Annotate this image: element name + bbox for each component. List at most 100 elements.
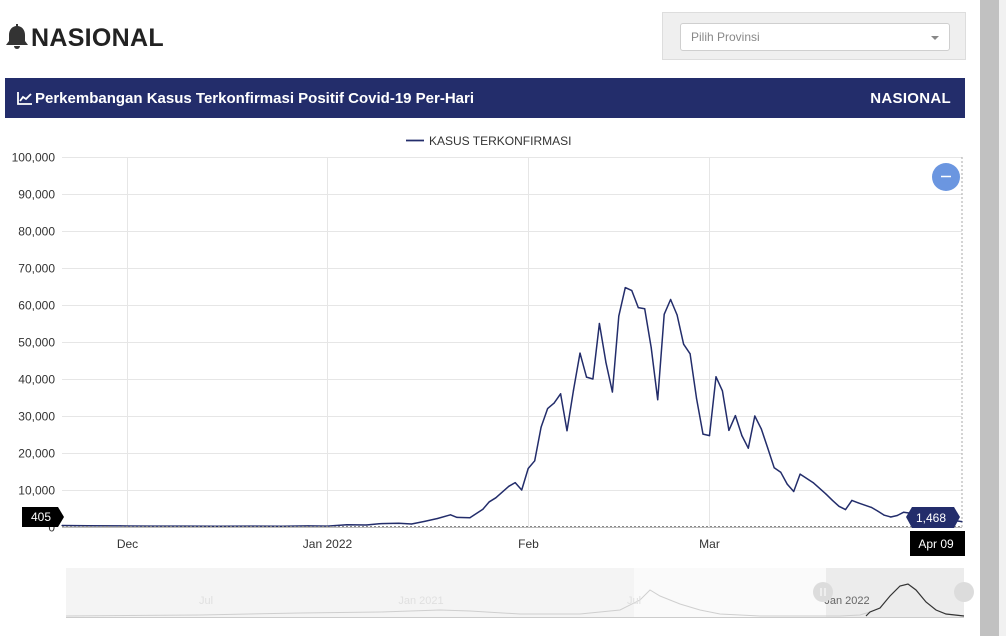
data-point[interactable] — [411, 523, 413, 525]
scrollbar-thumb[interactable] — [980, 0, 999, 636]
page-header: NASIONAL — [4, 22, 164, 54]
data-point[interactable] — [216, 525, 218, 527]
data-point[interactable] — [436, 517, 439, 520]
data-point[interactable] — [424, 520, 426, 522]
data-point[interactable] — [780, 471, 782, 473]
zoom-reset-button[interactable] — [932, 163, 960, 191]
data-point[interactable] — [650, 347, 652, 349]
navigator-handle-left[interactable] — [813, 582, 833, 602]
data-point[interactable] — [676, 314, 678, 316]
data-point[interactable] — [799, 473, 801, 475]
data-point[interactable] — [598, 322, 601, 325]
data-point[interactable] — [747, 447, 749, 449]
data-point[interactable] — [540, 426, 542, 428]
data-point[interactable] — [456, 516, 458, 518]
crosshair: 405 1,468 Apr 09 — [22, 507, 965, 556]
data-point[interactable] — [514, 482, 516, 484]
province-filter-panel: Pilih Provinsi — [662, 12, 966, 60]
data-point[interactable] — [786, 483, 788, 485]
data-point[interactable] — [553, 402, 555, 404]
data-point[interactable] — [870, 506, 873, 508]
data-point[interactable] — [184, 525, 186, 527]
data-point[interactable] — [618, 315, 620, 317]
data-point[interactable] — [631, 290, 633, 292]
chart-panel-title-text: Perkembangan Kasus Terkonfirmasi Positif… — [35, 89, 475, 107]
data-point[interactable] — [644, 308, 646, 310]
data-point[interactable] — [579, 352, 581, 354]
data-point[interactable] — [767, 447, 769, 449]
data-point[interactable] — [605, 361, 607, 363]
data-point[interactable] — [825, 493, 827, 495]
data-point[interactable] — [592, 378, 594, 380]
data-point[interactable] — [851, 499, 853, 501]
data-point[interactable] — [521, 489, 523, 491]
data-point[interactable] — [398, 522, 400, 524]
data-point[interactable] — [793, 490, 795, 493]
data-point[interactable] — [508, 485, 510, 487]
data-point[interactable] — [896, 514, 898, 517]
data-point[interactable] — [890, 516, 892, 518]
range-navigator[interactable]: Jul Jan 2021 Jul Jan 2022 — [65, 568, 974, 618]
crosshair-x-label — [910, 531, 965, 556]
data-point[interactable] — [734, 415, 737, 417]
navigator-label: Jul — [199, 595, 213, 607]
province-select[interactable]: Pilih Provinsi — [680, 23, 950, 51]
y-tick-label: 90,000 — [18, 188, 55, 202]
data-point[interactable] — [844, 509, 847, 511]
data-point[interactable] — [482, 508, 484, 510]
data-point[interactable] — [715, 376, 717, 378]
data-point[interactable] — [702, 433, 704, 435]
data-point[interactable] — [566, 430, 568, 432]
data-point[interactable] — [838, 505, 840, 507]
data-point[interactable] — [527, 467, 529, 470]
data-point[interactable] — [760, 428, 762, 430]
data-point[interactable] — [903, 511, 905, 513]
data-point[interactable] — [689, 353, 691, 355]
data-point[interactable] — [657, 399, 659, 401]
data-point[interactable] — [534, 460, 536, 462]
data-point[interactable] — [683, 343, 685, 345]
legend-label: KASUS TERKONFIRMASI — [429, 134, 571, 148]
y-tick-label: 20,000 — [18, 447, 55, 461]
data-point[interactable] — [572, 389, 575, 391]
data-point[interactable] — [365, 524, 367, 526]
data-point[interactable] — [547, 408, 549, 410]
chart-legend[interactable]: KASUS TERKONFIRMASI — [406, 134, 571, 148]
data-point[interactable] — [728, 429, 730, 431]
data-point[interactable] — [877, 510, 879, 512]
data-point[interactable] — [152, 525, 154, 527]
data-point[interactable] — [624, 287, 626, 289]
navigator-selection[interactable] — [826, 568, 964, 618]
data-point[interactable] — [346, 524, 348, 526]
data-point[interactable] — [61, 524, 63, 527]
data-point[interactable] — [449, 514, 452, 516]
data-point[interactable] — [495, 497, 497, 499]
x-axis: Dec Jan 2022 Feb Mar — [62, 527, 962, 551]
data-point[interactable] — [812, 482, 814, 484]
x-tick-label: Jan 2022 — [303, 537, 353, 551]
page-scrollbar[interactable] — [980, 0, 1006, 636]
data-point[interactable] — [611, 391, 614, 393]
data-point[interactable] — [488, 501, 490, 503]
data-point[interactable] — [378, 523, 380, 525]
data-point[interactable] — [961, 521, 963, 523]
data-point[interactable] — [695, 397, 698, 399]
data-point[interactable] — [754, 415, 756, 417]
data-point[interactable] — [741, 435, 743, 437]
data-point[interactable] — [721, 390, 724, 392]
data-point[interactable] — [637, 307, 639, 309]
data-point[interactable] — [883, 514, 885, 516]
data-point[interactable] — [831, 499, 834, 501]
data-point[interactable] — [560, 393, 562, 395]
data-point[interactable] — [708, 435, 711, 437]
data-point[interactable] — [585, 376, 588, 378]
chevron-down-icon — [931, 36, 939, 40]
chart: KASUS TERKONFIRMASI 0 10,000 20,000 30,000 4… — [12, 134, 974, 618]
data-point[interactable] — [857, 502, 860, 504]
navigator-handle-right[interactable] — [954, 582, 974, 602]
data-point[interactable] — [670, 298, 672, 301]
data-point[interactable] — [469, 517, 471, 519]
data-point[interactable] — [773, 467, 775, 469]
crosshair-value-label-text: 1,468 — [916, 511, 946, 525]
data-point[interactable] — [663, 313, 665, 315]
